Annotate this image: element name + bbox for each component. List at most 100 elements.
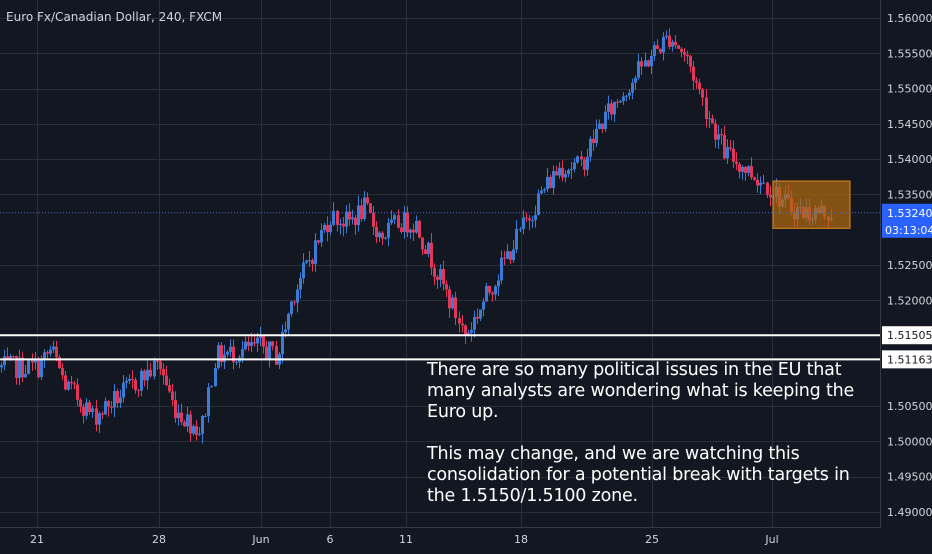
candle-up	[339, 223, 342, 225]
candle-up	[500, 257, 503, 281]
price-tick-label: 1.49000	[887, 506, 932, 519]
candle-up	[296, 289, 299, 303]
candle-up	[384, 237, 387, 239]
candle-down	[73, 383, 76, 385]
candle-down	[58, 357, 61, 369]
candle-up	[378, 232, 381, 238]
price-labels: 1.51505 1.51163 1.53240 03:13:04	[882, 203, 932, 369]
candle-up	[613, 101, 616, 115]
candle-up	[604, 111, 607, 130]
candle-down	[528, 218, 531, 221]
candle-up	[244, 341, 247, 350]
candle-down	[79, 399, 82, 407]
candle-down	[156, 360, 159, 362]
candle-down	[701, 89, 704, 98]
candle-down	[668, 35, 671, 47]
lines-layer	[0, 212, 880, 361]
candle-up	[619, 101, 622, 103]
annotation-note: There are so many political issues in th…	[427, 360, 877, 507]
candle-up	[485, 285, 488, 302]
candle-up	[351, 217, 354, 220]
candle-down	[656, 45, 659, 49]
time-axis[interactable]: 21 28 Jun 6 11 18 25 Jul	[30, 533, 779, 546]
candle-down	[680, 48, 683, 52]
candle-up	[747, 166, 750, 173]
candle-up	[726, 147, 729, 159]
candle-up	[537, 193, 540, 215]
candle-down	[720, 134, 723, 136]
candle-down	[189, 414, 192, 434]
current-price-tag	[882, 203, 932, 238]
candle-up	[607, 103, 610, 112]
candle-up	[622, 96, 625, 102]
candle-down	[110, 406, 113, 408]
candle-up	[598, 123, 601, 129]
price-tick-label: 1.52000	[887, 294, 932, 307]
candle-down	[406, 212, 409, 233]
candle-up	[27, 360, 30, 375]
candle-down	[61, 368, 64, 376]
candle-up	[113, 391, 116, 408]
consolidation-box[interactable]	[772, 180, 851, 229]
candle-down	[37, 360, 40, 378]
candle-up	[387, 222, 390, 238]
candle-down	[354, 217, 357, 226]
candle-down	[131, 379, 134, 381]
time-tick-label: 18	[514, 533, 528, 546]
candle-down	[695, 80, 698, 83]
annotation-paragraph-2: This may change, and we are watching thi…	[427, 444, 850, 506]
price-axis[interactable]: 1.56000 1.55500 1.55000 1.54500 1.54000 1.535…	[887, 12, 932, 519]
candle-up	[708, 118, 711, 120]
candle-down	[677, 45, 680, 49]
price-tick-label: 1.50500	[887, 400, 932, 413]
candle-down	[46, 352, 49, 354]
candle-down	[134, 379, 137, 391]
candle-up	[314, 240, 317, 264]
candle-down	[503, 257, 506, 259]
candle-up	[552, 171, 555, 188]
candle-down	[647, 60, 650, 67]
candle-down	[753, 177, 756, 180]
candle-down	[711, 118, 714, 124]
candle-down	[491, 292, 494, 295]
candle-down	[369, 203, 372, 213]
candle-down	[317, 240, 320, 243]
chart-title: Euro Fx/Canadian Dollar, 240, FXCM	[6, 10, 223, 24]
candle-down	[360, 205, 363, 220]
candle-up	[241, 349, 244, 358]
price-tick-label: 1.54000	[887, 153, 932, 166]
candle-up	[299, 278, 302, 290]
candle-up	[49, 349, 52, 354]
candle-up	[290, 301, 293, 315]
candle-down	[165, 375, 168, 386]
candle-down	[375, 226, 378, 238]
candle-up	[34, 360, 37, 363]
candle-down	[183, 421, 186, 427]
candle-up	[207, 387, 210, 416]
candle-down	[149, 369, 152, 377]
candle-up	[415, 220, 418, 233]
candle-down	[326, 224, 329, 233]
candle-up	[223, 354, 226, 362]
candle-down	[692, 66, 695, 81]
annotation-paragraph-1: There are so many political issues in th…	[427, 360, 855, 422]
candle-down	[592, 138, 595, 144]
candle-down	[683, 51, 686, 55]
candle-up	[214, 367, 217, 387]
candle-up	[631, 82, 634, 93]
candle-down	[174, 400, 177, 419]
level-price-tag-text: 1.51505	[887, 329, 932, 342]
candle-up	[567, 170, 570, 175]
candle-down	[271, 341, 274, 347]
candle-up	[573, 162, 576, 170]
current-price-text: 1.53240	[887, 207, 932, 220]
candle-up	[482, 301, 485, 310]
candle-up	[235, 361, 238, 363]
candle-down	[454, 297, 457, 319]
candle-down	[723, 135, 726, 159]
candle-down	[433, 267, 436, 277]
candle-up	[650, 55, 653, 67]
